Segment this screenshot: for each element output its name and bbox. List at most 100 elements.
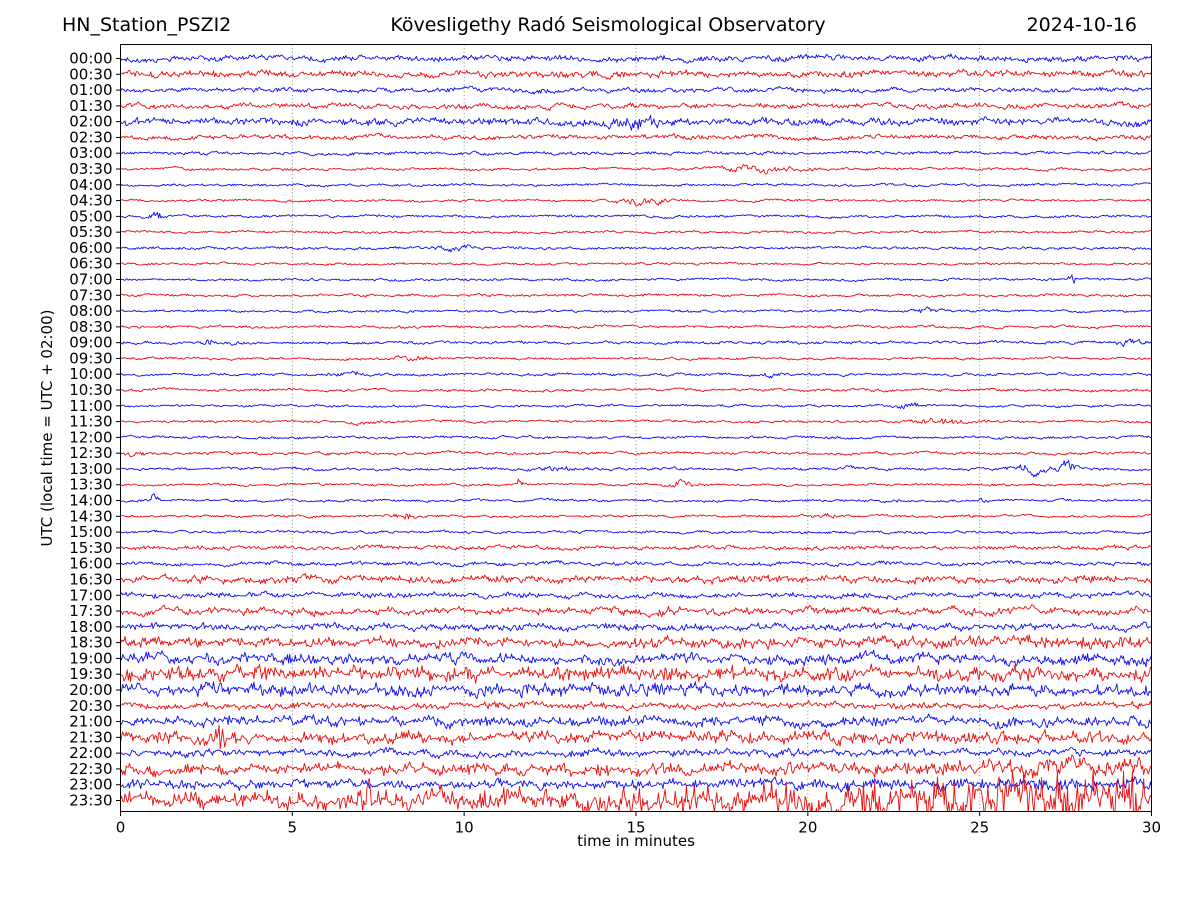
seismogram-trace-2030 bbox=[120, 700, 1152, 712]
seismogram-trace-0800 bbox=[120, 306, 1152, 314]
seismogram-trace-2100 bbox=[120, 713, 1152, 730]
seismogram-trace-1230 bbox=[120, 450, 1152, 458]
seismogram-trace-1900 bbox=[120, 649, 1152, 668]
seismogram-trace-0000 bbox=[120, 53, 1152, 64]
seismogram-trace-2130 bbox=[120, 724, 1152, 750]
plot-frame bbox=[120, 44, 1152, 812]
date-title: 2024-10-16 bbox=[1027, 14, 1137, 36]
seismogram-trace-1800 bbox=[120, 621, 1152, 633]
x-tick-label: 30 bbox=[1142, 819, 1161, 837]
trace-time-label: 15:00 bbox=[69, 523, 112, 541]
trace-time-label: 01:00 bbox=[69, 81, 112, 99]
seismogram-trace-0900 bbox=[120, 338, 1152, 348]
seismogram-trace-0030 bbox=[120, 68, 1152, 80]
trace-time-label: 20:30 bbox=[69, 697, 112, 715]
trace-time-label: 12:30 bbox=[69, 444, 112, 462]
seismogram-trace-0200 bbox=[120, 114, 1152, 131]
trace-time-label: 23:00 bbox=[69, 776, 112, 794]
seismogram-trace-1330 bbox=[120, 478, 1152, 488]
seismogram-trace-0630 bbox=[120, 261, 1152, 266]
trace-time-label: 22:00 bbox=[69, 744, 112, 762]
x-tick-label: 15 bbox=[626, 819, 645, 837]
seismogram-trace-1530 bbox=[120, 543, 1152, 552]
x-tick-label: 10 bbox=[455, 819, 474, 837]
trace-time-label: 19:30 bbox=[69, 665, 112, 683]
station-title: HN_Station_PSZI2 bbox=[62, 14, 231, 36]
trace-time-label: 20:00 bbox=[69, 681, 112, 699]
seismogram-trace-2230 bbox=[120, 754, 1152, 779]
x-tick-label: 0 bbox=[116, 819, 126, 837]
trace-time-label: 16:30 bbox=[69, 570, 112, 588]
trace-time-label: 03:00 bbox=[69, 144, 112, 162]
ticks-layer: 0 5 10 15 20 25 30 00:0000:3001:0001:3002:0002:… bbox=[69, 50, 1161, 837]
trace-time-label: 06:30 bbox=[69, 255, 112, 273]
trace-time-label: 05:00 bbox=[69, 207, 112, 225]
trace-time-label: 00:00 bbox=[69, 50, 112, 68]
trace-time-label: 07:30 bbox=[69, 286, 112, 304]
trace-time-label: 14:30 bbox=[69, 507, 112, 525]
trace-time-label: 18:30 bbox=[69, 634, 112, 652]
trace-time-label: 10:00 bbox=[69, 365, 112, 383]
trace-time-label: 13:00 bbox=[69, 460, 112, 478]
trace-time-label: 03:30 bbox=[69, 160, 112, 178]
trace-time-label: 22:30 bbox=[69, 760, 112, 778]
trace-time-label: 17:00 bbox=[69, 586, 112, 604]
trace-time-label: 13:30 bbox=[69, 476, 112, 494]
trace-time-label: 11:00 bbox=[69, 397, 112, 415]
seismogram-trace-0530 bbox=[120, 229, 1152, 235]
seismogram-trace-0700 bbox=[120, 274, 1152, 284]
seismogram-trace-1700 bbox=[120, 590, 1152, 601]
trace-time-label: 14:00 bbox=[69, 492, 112, 510]
trace-time-label: 16:00 bbox=[69, 555, 112, 573]
trace-time-label: 02:30 bbox=[69, 128, 112, 146]
seismogram-trace-0100 bbox=[120, 85, 1152, 95]
grid-layer bbox=[291, 44, 981, 812]
trace-time-label: 18:00 bbox=[69, 618, 112, 636]
trace-time-label: 15:30 bbox=[69, 539, 112, 557]
x-tick-label: 25 bbox=[970, 819, 989, 837]
seismogram-trace-0730 bbox=[120, 292, 1152, 298]
seismogram-trace-0430 bbox=[120, 198, 1152, 207]
seismogram-trace-0830 bbox=[120, 324, 1152, 330]
seismogram-trace-2200 bbox=[120, 746, 1152, 759]
seismogram-trace-2300 bbox=[120, 776, 1152, 793]
seismogram-trace-1500 bbox=[120, 529, 1152, 535]
seismogram-trace-2000 bbox=[120, 681, 1152, 700]
trace-time-label: 06:00 bbox=[69, 239, 112, 257]
seismogram-trace-1430 bbox=[120, 513, 1152, 520]
trace-time-label: 04:30 bbox=[69, 192, 112, 210]
trace-time-label: 09:30 bbox=[69, 349, 112, 367]
trace-time-label: 21:30 bbox=[69, 728, 112, 746]
trace-time-label: 10:30 bbox=[69, 381, 112, 399]
seismogram-trace-0400 bbox=[120, 182, 1152, 188]
seismogram-trace-1600 bbox=[120, 559, 1152, 568]
seismogram-trace-1000 bbox=[120, 370, 1152, 379]
seismogram-trace-1200 bbox=[120, 434, 1152, 440]
trace-time-label: 21:00 bbox=[69, 713, 112, 731]
y-axis-label: UTC (local time = UTC + 02:00) bbox=[38, 310, 56, 547]
seismogram-trace-0230 bbox=[120, 132, 1152, 142]
trace-time-label: 02:00 bbox=[69, 113, 112, 131]
seismogram-trace-1930 bbox=[120, 663, 1152, 684]
seismogram-trace-1400 bbox=[120, 493, 1152, 504]
seismogram-trace-0500 bbox=[120, 211, 1152, 219]
seismogram-trace-1030 bbox=[120, 387, 1152, 393]
observatory-title: Kövesligethy Radó Seismological Observat… bbox=[390, 14, 825, 36]
trace-time-label: 08:30 bbox=[69, 318, 112, 336]
trace-time-label: 05:30 bbox=[69, 223, 112, 241]
trace-time-label: 09:00 bbox=[69, 334, 112, 352]
trace-layer bbox=[120, 53, 1152, 812]
seismogram-trace-1130 bbox=[120, 417, 1152, 427]
seismogram-trace-0330 bbox=[120, 163, 1152, 175]
trace-time-label: 23:30 bbox=[69, 791, 112, 809]
trace-time-label: 07:00 bbox=[69, 271, 112, 289]
trace-time-label: 00:30 bbox=[69, 65, 112, 83]
seismogram-trace-0600 bbox=[120, 244, 1152, 253]
seismogram-trace-2330 bbox=[120, 769, 1152, 812]
x-tick-label: 5 bbox=[288, 819, 298, 837]
x-axis-label: time in minutes bbox=[577, 832, 695, 850]
seismogram-trace-0300 bbox=[120, 150, 1152, 157]
x-tick-label: 20 bbox=[798, 819, 817, 837]
